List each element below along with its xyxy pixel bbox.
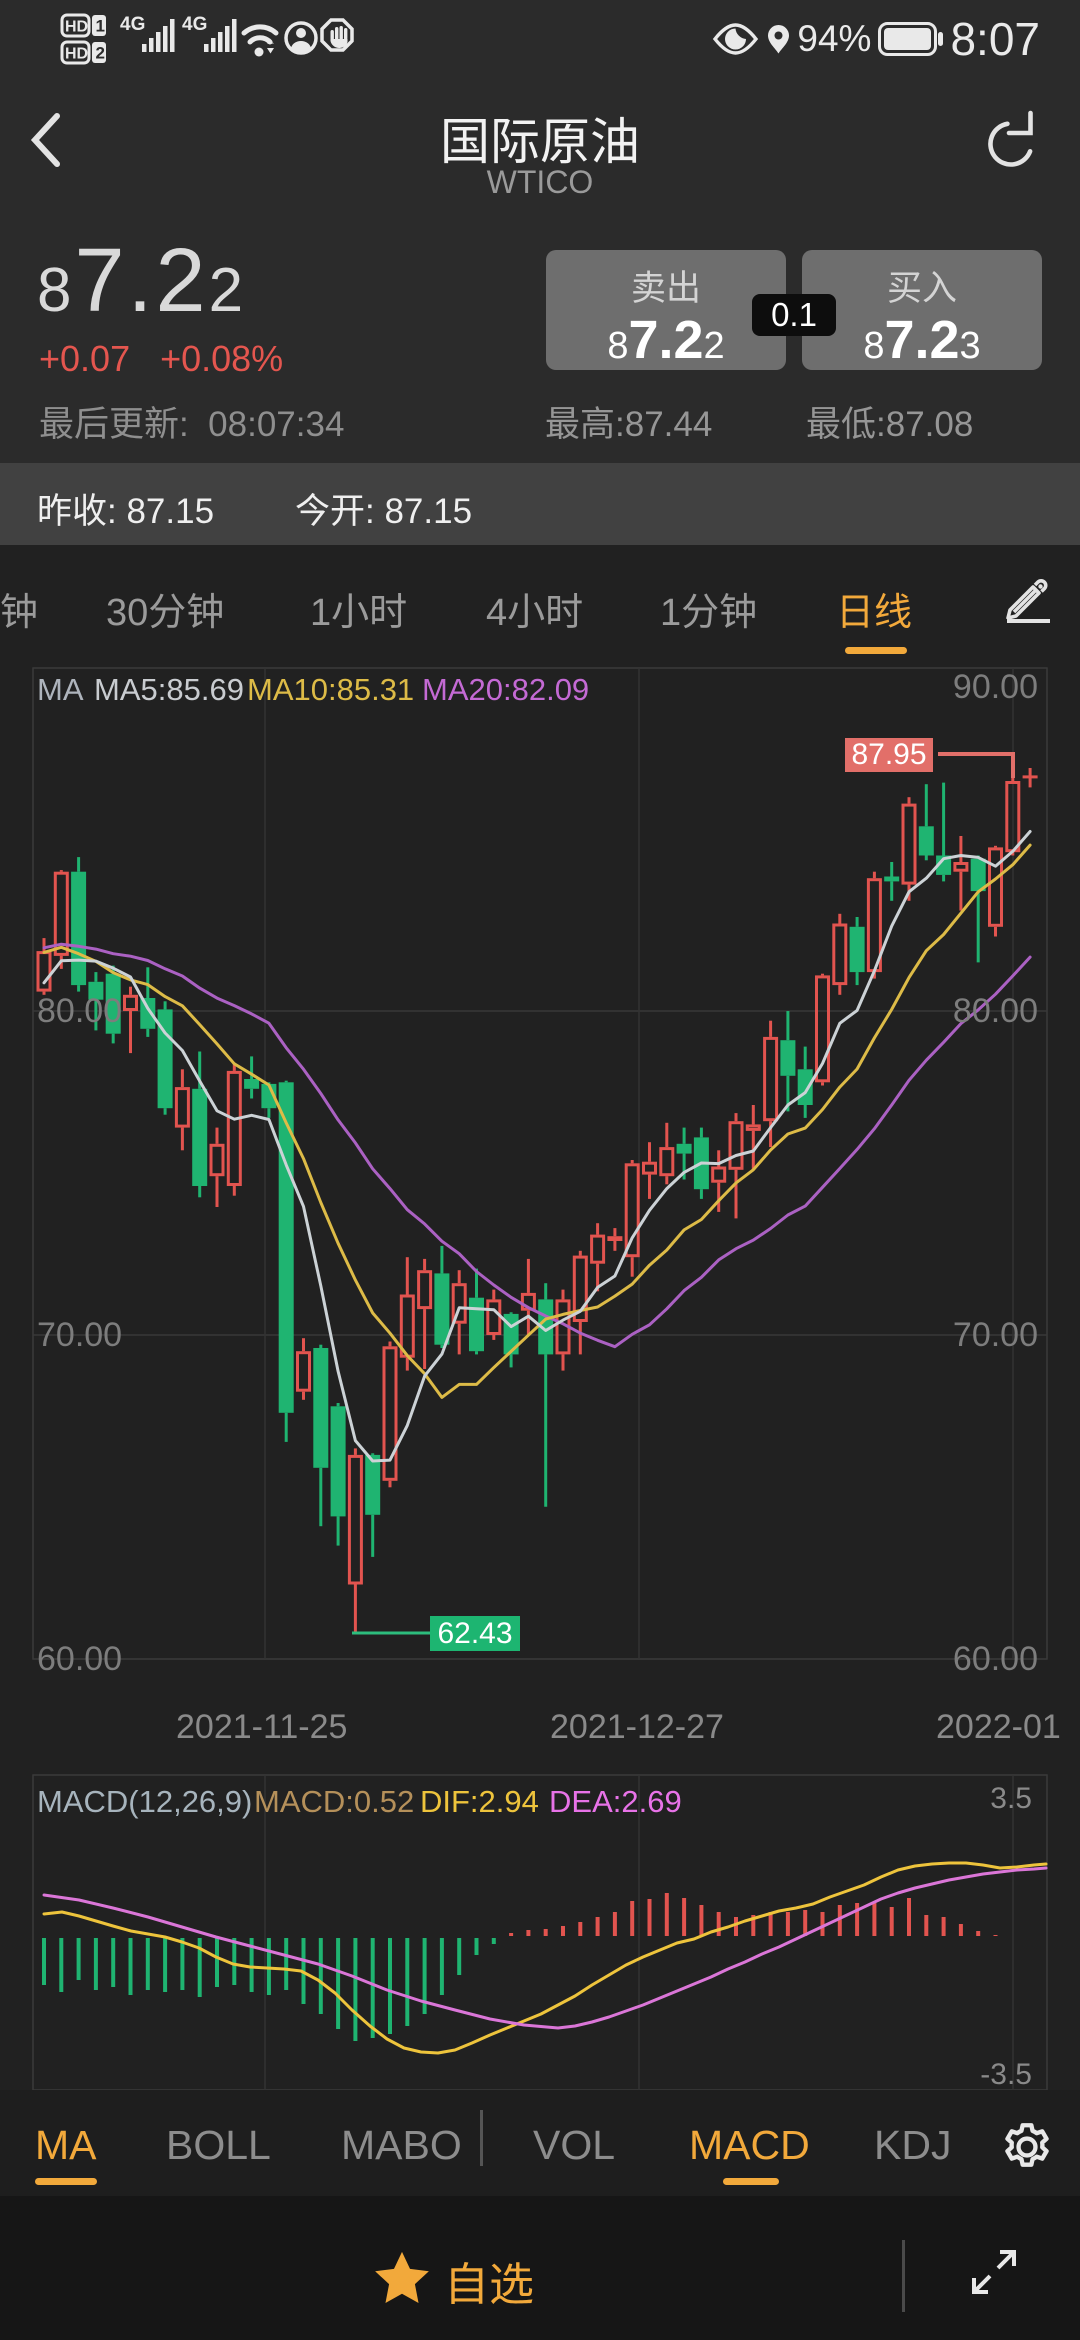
svg-text:2021-11-25: 2021-11-25 xyxy=(176,1708,347,1746)
svg-text:DEA:2.69: DEA:2.69 xyxy=(549,1784,682,1819)
svg-text:HD: HD xyxy=(65,19,88,36)
svg-text:MA10:85.31: MA10:85.31 xyxy=(247,672,414,707)
svg-text:MACD(12,26,9): MACD(12,26,9) xyxy=(37,1784,252,1819)
svg-text:2021-12-27: 2021-12-27 xyxy=(550,1708,724,1746)
svg-text:70.00: 70.00 xyxy=(953,1316,1038,1354)
svg-text:2022-01: 2022-01 xyxy=(936,1708,1061,1746)
svg-text:DIF:2.94: DIF:2.94 xyxy=(420,1784,539,1819)
svg-text:87.95: 87.95 xyxy=(851,738,926,771)
svg-text:80.00: 80.00 xyxy=(37,992,122,1030)
svg-text:HD: HD xyxy=(65,46,88,63)
svg-text:90.00: 90.00 xyxy=(953,668,1038,706)
svg-text:MACD:0.52: MACD:0.52 xyxy=(254,1784,414,1819)
svg-text:2: 2 xyxy=(96,44,105,63)
svg-text:-3.5: -3.5 xyxy=(980,2058,1032,2090)
svg-text:4G: 4G xyxy=(120,14,145,35)
svg-text:MA: MA xyxy=(37,672,84,707)
svg-text:60.00: 60.00 xyxy=(37,1640,122,1678)
svg-text:4G: 4G xyxy=(182,14,207,35)
svg-text:70.00: 70.00 xyxy=(37,1316,122,1354)
svg-text:MA20:82.09: MA20:82.09 xyxy=(422,672,589,707)
svg-text:80.00: 80.00 xyxy=(953,992,1038,1030)
svg-text:1: 1 xyxy=(96,17,105,36)
svg-text:62.43: 62.43 xyxy=(437,1617,512,1650)
svg-text:60.00: 60.00 xyxy=(953,1640,1038,1678)
svg-text:3.5: 3.5 xyxy=(990,1782,1032,1815)
svg-text:MA5:85.69: MA5:85.69 xyxy=(94,672,244,707)
